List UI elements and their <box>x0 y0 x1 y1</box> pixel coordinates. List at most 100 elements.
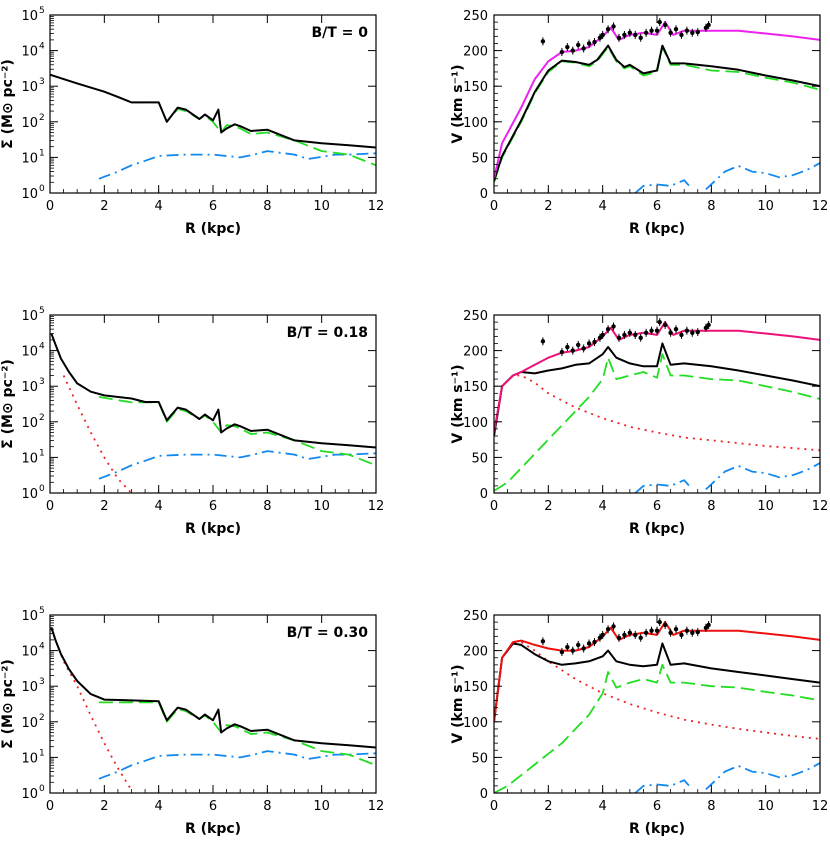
y-tick-label: 10 <box>21 787 38 802</box>
plot-frame <box>49 614 377 794</box>
y-axis-label: V (km s⁻¹) <box>450 664 466 743</box>
y-tick-exponent: 0 <box>39 784 45 794</box>
x-tick-label: 10 <box>757 499 774 514</box>
x-tick-label: 6 <box>209 199 217 214</box>
y-tick-exponent: 5 <box>39 606 45 616</box>
y-tick-label: 10 <box>21 416 38 431</box>
x-tick-label: 4 <box>155 499 163 514</box>
x-axis-label: R (kpc) <box>629 221 685 237</box>
y-tick-label: 10 <box>21 751 38 766</box>
x-tick-label: 12 <box>368 199 385 214</box>
y-tick-label: 10 <box>21 80 38 95</box>
y-tick-exponent: 4 <box>39 342 45 352</box>
y-tick-label: 50 <box>471 151 488 166</box>
total-curve <box>50 333 376 449</box>
y-tick-exponent: 1 <box>39 148 45 158</box>
y-tick-exponent: 3 <box>39 377 45 387</box>
x-tick-label: 10 <box>313 199 330 214</box>
y-tick-label: 10 <box>21 9 38 24</box>
x-tick-label: 12 <box>812 499 829 514</box>
y-tick-label: 0 <box>480 487 488 502</box>
disk-curve <box>98 701 376 767</box>
total-curve <box>50 626 376 749</box>
y-tick-label: 250 <box>463 309 488 324</box>
y-tick-label: 200 <box>463 645 488 660</box>
x-tick-label: 8 <box>707 799 715 814</box>
y-tick-label: 10 <box>21 45 38 60</box>
y-tick-exponent: 3 <box>39 77 45 87</box>
bulge-curve <box>494 641 820 740</box>
y-tick-label: 10 <box>21 609 38 624</box>
panel-annotation: B/T = 0.30 <box>287 625 369 641</box>
x-tick-label: 0 <box>46 499 54 514</box>
y-tick-exponent: 3 <box>39 677 45 687</box>
y-tick-label: 150 <box>463 680 488 695</box>
y-tick-label: 100 <box>463 716 488 731</box>
y-tick-label: 10 <box>21 380 38 395</box>
y-tick-label: 10 <box>21 116 38 131</box>
x-tick-label: 10 <box>757 799 774 814</box>
y-tick-exponent: 5 <box>39 6 45 16</box>
y-tick-label: 150 <box>463 380 488 395</box>
y-tick-exponent: 0 <box>39 484 45 494</box>
x-axis-label: R (kpc) <box>629 521 685 537</box>
y-tick-label: 50 <box>471 451 488 466</box>
y-tick-label: 10 <box>21 345 38 360</box>
x-tick-label: 4 <box>599 199 607 214</box>
plot-frame <box>49 314 377 494</box>
x-tick-label: 2 <box>100 499 108 514</box>
panel-annotation: B/T = 0.18 <box>287 325 368 341</box>
y-tick-label: 10 <box>21 187 38 202</box>
x-tick-label: 8 <box>707 499 715 514</box>
y-tick-label: 100 <box>463 116 488 131</box>
x-tick-label: 6 <box>209 799 217 814</box>
x-tick-label: 6 <box>653 499 661 514</box>
x-tick-label: 4 <box>155 799 163 814</box>
x-tick-label: 0 <box>46 799 54 814</box>
gas-curve <box>98 150 376 180</box>
y-axis-label: Σ (M⊙ pc⁻²) <box>0 59 16 149</box>
y-tick-label: 0 <box>480 187 488 202</box>
x-axis-label: R (kpc) <box>185 521 241 537</box>
disk-curve <box>494 353 820 492</box>
y-tick-label: 10 <box>21 716 38 731</box>
y-tick-label: 250 <box>463 609 488 624</box>
y-tick-exponent: 2 <box>39 413 45 423</box>
y-axis-label: V (km s⁻¹) <box>450 64 466 143</box>
y-tick-label: 10 <box>21 487 38 502</box>
x-tick-label: 4 <box>599 799 607 814</box>
x-tick-label: 4 <box>155 199 163 214</box>
panel-rotation-curve-bt018: 0 2 4 6 8 10 12 0 50 100 150 200 250 R (kpc) V (km s⁻¹… <box>450 309 828 537</box>
y-tick-label: 100 <box>463 416 488 431</box>
plot-frame <box>49 14 377 194</box>
y-tick-label: 200 <box>463 45 488 60</box>
x-tick-label: 0 <box>46 199 54 214</box>
gas-curve <box>705 162 820 191</box>
x-tick-label: 6 <box>653 199 661 214</box>
panel-rotation-curve-bt0: 0 2 4 6 8 10 12 0 50 100 150 200 250 R (kpc) V (km s⁻¹… <box>450 9 828 237</box>
y-tick-label: 250 <box>463 9 488 24</box>
series-group <box>494 618 820 793</box>
x-tick-label: 2 <box>100 799 108 814</box>
x-tick-label: 0 <box>490 799 498 814</box>
x-axis-label: R (kpc) <box>629 821 685 837</box>
series-group <box>494 18 820 193</box>
y-tick-exponent: 1 <box>39 448 45 458</box>
y-tick-label: 150 <box>463 80 488 95</box>
y-tick-exponent: 4 <box>39 642 45 652</box>
x-tick-label: 2 <box>544 799 552 814</box>
panel-annotation: B/T = 0 <box>311 25 368 41</box>
y-tick-exponent: 2 <box>39 113 45 123</box>
x-tick-label: 2 <box>100 199 108 214</box>
x-tick-label: 6 <box>653 799 661 814</box>
y-tick-label: 10 <box>21 309 38 324</box>
series-group <box>50 333 376 493</box>
x-tick-label: 8 <box>263 199 271 214</box>
x-tick-label: 10 <box>757 199 774 214</box>
y-tick-exponent: 4 <box>39 42 45 52</box>
x-tick-label: 10 <box>313 799 330 814</box>
disk-curve <box>494 46 820 183</box>
